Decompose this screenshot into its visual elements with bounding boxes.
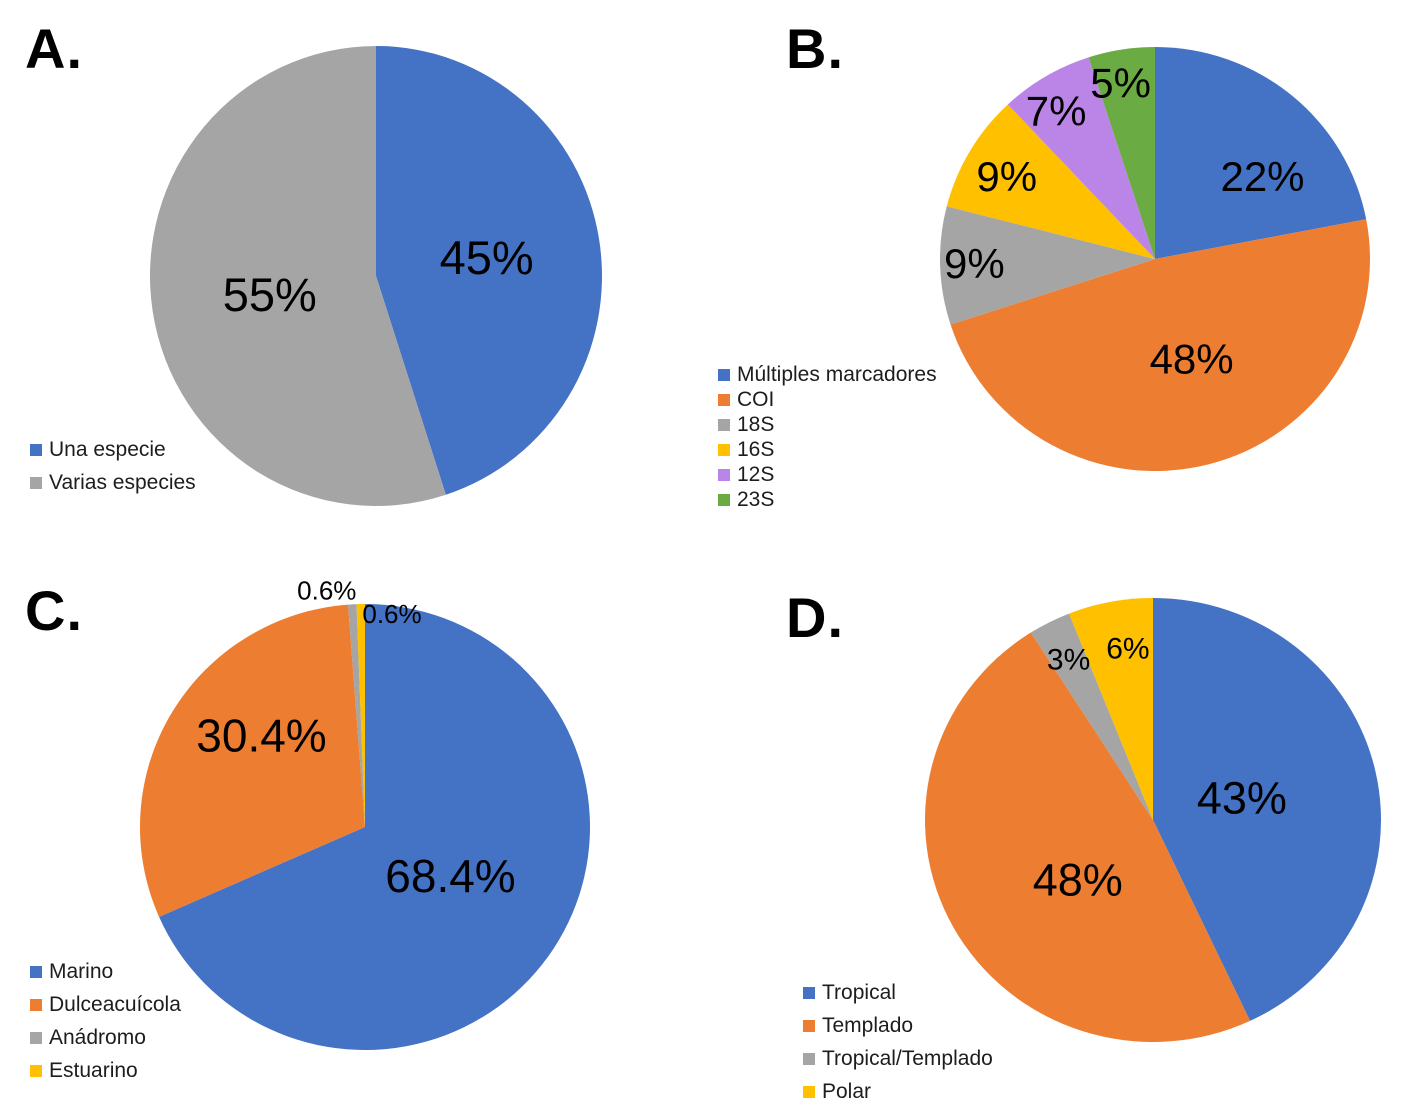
slice-label: 55%: [223, 268, 317, 321]
slice-label: 9%: [976, 153, 1037, 200]
legend-item: Una especie: [30, 433, 196, 466]
legend-item: Anádromo: [30, 1021, 181, 1054]
legend-label: Una especie: [49, 438, 166, 461]
legend-swatch-icon: [30, 998, 42, 1011]
legend-swatch-icon: [803, 1085, 815, 1098]
legend-swatch-icon: [718, 393, 730, 406]
slice-label: 0.6%: [297, 576, 356, 606]
slice-label: 48%: [1033, 855, 1123, 906]
legend-item: 23S: [718, 487, 937, 512]
slice-label: 6%: [1106, 632, 1149, 665]
legend-item: Polar: [803, 1075, 993, 1108]
pie-slice-dulceacu-cola: [139, 604, 365, 917]
legend-item: COI: [718, 387, 937, 412]
pie-slice-12s: [1007, 57, 1155, 259]
legend-item: Tropical: [803, 976, 993, 1009]
panel-letter-a: A.: [25, 17, 83, 80]
pie-slice-marino: [159, 604, 590, 1050]
pie-slice-18s: [939, 206, 1155, 325]
slice-label: 45%: [440, 231, 534, 284]
legend-label: Estuarino: [49, 1059, 138, 1082]
legend-label: Múltiples marcadores: [737, 363, 937, 386]
legend-swatch-icon: [718, 443, 730, 456]
legend-item: Marino: [30, 955, 181, 988]
slice-label: 5%: [1090, 60, 1151, 107]
pie-slice-estuarino: [356, 604, 365, 827]
pie-slice-16s: [946, 104, 1155, 260]
pie-slice-varias-especies: [149, 46, 446, 506]
legend-swatch-icon: [718, 368, 730, 381]
legend-label: Templado: [822, 1014, 914, 1037]
legend-swatch-icon: [30, 476, 42, 489]
legend-swatch-icon: [30, 1064, 42, 1077]
legend-label: 18S: [737, 413, 775, 436]
legend-swatch-icon: [718, 418, 730, 431]
slice-label: 3%: [1047, 644, 1090, 677]
pie-chart-habitat: 68.4% 30.4% 0.6%0.6%: [139, 576, 590, 1050]
legend-label: Varias especies: [49, 471, 196, 494]
slice-label: 30.4%: [196, 710, 326, 762]
legend-item: Dulceacuícola: [30, 988, 181, 1021]
panel-letter-c: C.: [25, 579, 83, 642]
slice-label: 7%: [1026, 87, 1087, 134]
slice-label: 9%: [944, 240, 1005, 287]
pie-slice-polar: [1069, 598, 1153, 820]
legend-b: Múltiples marcadores COI 18S 16S 12S 23S: [718, 362, 937, 512]
legend-item: Templado: [803, 1009, 993, 1042]
legend-swatch-icon: [30, 965, 42, 978]
panel-letter-d: D.: [786, 586, 844, 649]
pie-slice-an-dromo: [348, 604, 365, 827]
legend-label: Tropical: [822, 981, 896, 1004]
pie-slice-m-ltiples-marcadores: [1155, 47, 1367, 259]
legend-label: 12S: [737, 463, 775, 486]
slice-label: 68.4%: [385, 850, 515, 902]
legend-c: Marino Dulceacuícola Anádromo Estuarino: [30, 955, 181, 1087]
legend-label: Dulceacuícola: [49, 993, 181, 1016]
pie-chart-single-vs-multiple-species: 45% 55%: [149, 46, 602, 506]
legend-item: 18S: [718, 412, 937, 437]
legend-item: Múltiples marcadores: [718, 362, 937, 387]
legend-label: Polar: [822, 1080, 872, 1103]
legend-label: Anádromo: [49, 1026, 146, 1049]
slice-label: 43%: [1197, 773, 1287, 824]
pie-slice-templado: [925, 632, 1251, 1042]
legend-swatch-icon: [30, 1031, 42, 1044]
legend-item: Varias especies: [30, 466, 196, 499]
legend-swatch-icon: [803, 986, 815, 999]
legend-label: Tropical/Templado: [822, 1047, 993, 1070]
pie-slice-tropical: [1153, 598, 1381, 1021]
legend-label: Marino: [49, 960, 114, 983]
pie-slice-una-especie: [376, 46, 602, 495]
legend-item: Estuarino: [30, 1054, 181, 1087]
pie-slice-coi: [950, 219, 1370, 471]
panel-letter-b: B.: [786, 17, 844, 80]
legend-label: COI: [737, 388, 775, 411]
legend-swatch-icon: [803, 1019, 815, 1032]
slice-label: 48%: [1150, 335, 1234, 382]
pie-slice-23s: [1088, 47, 1155, 259]
legend-swatch-icon: [803, 1052, 815, 1065]
legend-item: Tropical/Templado: [803, 1042, 993, 1075]
slice-label: 22%: [1220, 153, 1304, 200]
legend-d: Tropical Templado Tropical/Templado Polar: [803, 976, 993, 1108]
legend-swatch-icon: [718, 468, 730, 481]
legend-a: Una especie Varias especies: [30, 433, 196, 499]
pie-slice-tropical-templado: [1030, 613, 1153, 820]
slice-label: 0.6%: [362, 599, 421, 629]
legend-label: 16S: [737, 438, 775, 461]
pie-chart-genetic-markers: 22% 48% 9% 9% 7%5%: [939, 47, 1370, 471]
legend-swatch-icon: [718, 493, 730, 506]
legend-label: 23S: [737, 488, 775, 511]
legend-item: 12S: [718, 462, 937, 487]
legend-item: 16S: [718, 437, 937, 462]
pie-chart-climate: 43% 48% 3% 6%: [925, 598, 1381, 1042]
legend-swatch-icon: [30, 443, 42, 456]
